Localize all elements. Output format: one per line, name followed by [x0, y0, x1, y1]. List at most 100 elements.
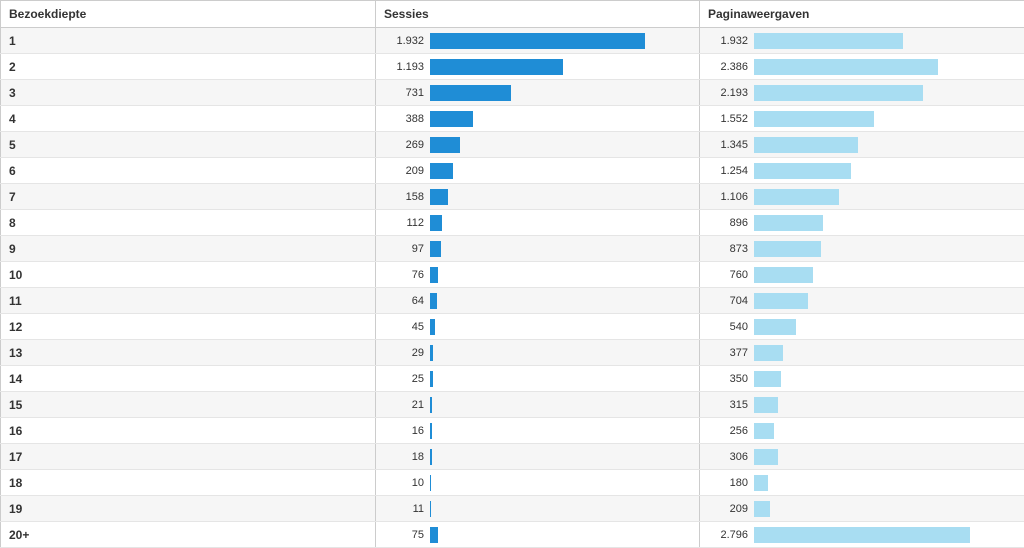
depth-label: 2 — [1, 60, 375, 74]
pageviews-bar — [754, 33, 903, 49]
sessions-bar-track — [430, 475, 699, 491]
sessions-value: 97 — [376, 243, 430, 255]
depth-label: 8 — [1, 216, 375, 230]
table-row: 8112896 — [1, 210, 1024, 236]
table-row: 11.9321.932 — [1, 28, 1024, 54]
sessions-bar — [430, 475, 431, 491]
table-row: 7158 1.106 — [1, 184, 1024, 210]
pageviews-bar — [754, 449, 778, 465]
pageviews-bar — [754, 423, 774, 439]
pageviews-bar — [754, 527, 970, 543]
table-row: 52691.345 — [1, 132, 1024, 158]
sessions-bar — [430, 423, 432, 439]
depth-label: 10 — [1, 268, 375, 282]
depth-label: 9 — [1, 242, 375, 256]
pageviews-bar-track — [754, 59, 1024, 75]
sessions-bar-track — [430, 319, 699, 335]
depth-label: 5 — [1, 138, 375, 152]
depth-label: 17 — [1, 450, 375, 464]
sessions-bar-track — [430, 215, 699, 231]
pageviews-value: 350 — [700, 373, 754, 385]
sessions-bar-track — [430, 345, 699, 361]
col-header-depth[interactable]: Bezoekdiepte — [1, 1, 376, 28]
pageviews-bar-track — [754, 319, 1024, 335]
pageviews-value: 1.106 — [700, 191, 754, 203]
table-row: 1329377 — [1, 340, 1024, 366]
pageviews-value: 1.552 — [700, 113, 754, 125]
sessions-value: 45 — [376, 321, 430, 333]
sessions-value: 112 — [376, 217, 430, 229]
pageviews-bar — [754, 501, 770, 517]
pageviews-value: 315 — [700, 399, 754, 411]
pageviews-bar-track — [754, 423, 1024, 439]
pageviews-bar — [754, 371, 781, 387]
sessions-bar — [430, 137, 460, 153]
sessions-bar-track — [430, 59, 699, 75]
sessions-bar-track — [430, 189, 699, 205]
pageviews-bar — [754, 319, 796, 335]
depth-label: 13 — [1, 346, 375, 360]
sessions-bar-track — [430, 501, 699, 517]
depth-label: 4 — [1, 112, 375, 126]
pageviews-bar-track — [754, 397, 1024, 413]
pageviews-bar-track — [754, 85, 1024, 101]
sessions-bar-track — [430, 527, 699, 543]
depth-label: 15 — [1, 398, 375, 412]
sessions-bar-track — [430, 33, 699, 49]
sessions-bar-track — [430, 137, 699, 153]
pageviews-bar — [754, 111, 874, 127]
sessions-value: 18 — [376, 451, 430, 463]
table-row: 20+75 2.796 — [1, 522, 1024, 548]
sessions-value: 76 — [376, 269, 430, 281]
pageviews-bar-track — [754, 33, 1024, 49]
pageviews-value: 256 — [700, 425, 754, 437]
sessions-value: 1.193 — [376, 61, 430, 73]
pageviews-bar — [754, 397, 778, 413]
pageviews-value: 1.932 — [700, 35, 754, 47]
pageviews-bar — [754, 241, 821, 257]
sessions-bar-track — [430, 163, 699, 179]
pageviews-value: 2.193 — [700, 87, 754, 99]
col-header-sessions[interactable]: Sessies — [376, 1, 700, 28]
sessions-value: 388 — [376, 113, 430, 125]
sessions-bar — [430, 59, 563, 75]
table-row: 4388 1.552 — [1, 106, 1024, 132]
sessions-value: 158 — [376, 191, 430, 203]
table-row: 1245540 — [1, 314, 1024, 340]
pageviews-value: 873 — [700, 243, 754, 255]
depth-label: 3 — [1, 86, 375, 100]
table-row: 1076760 — [1, 262, 1024, 288]
table-row: 1521315 — [1, 392, 1024, 418]
col-header-pageviews[interactable]: Paginaweergaven — [700, 1, 1024, 28]
sessions-value: 209 — [376, 165, 430, 177]
table-row: 1911209 — [1, 496, 1024, 522]
sessions-value: 269 — [376, 139, 430, 151]
sessions-bar-track — [430, 423, 699, 439]
pageviews-value: 2.796 — [700, 529, 754, 541]
sessions-bar-track — [430, 241, 699, 257]
sessions-bar — [430, 111, 473, 127]
sessions-bar-track — [430, 85, 699, 101]
sessions-value: 10 — [376, 477, 430, 489]
pageviews-value: 209 — [700, 503, 754, 515]
depth-label: 7 — [1, 190, 375, 204]
pageviews-bar-track — [754, 137, 1024, 153]
pageviews-bar-track — [754, 215, 1024, 231]
pageviews-bar — [754, 345, 783, 361]
table-row: 21.1932.386 — [1, 54, 1024, 80]
sessions-value: 75 — [376, 529, 430, 541]
depth-label: 20+ — [1, 528, 375, 542]
pageviews-bar — [754, 137, 858, 153]
pageviews-bar-track — [754, 293, 1024, 309]
pageviews-value: 704 — [700, 295, 754, 307]
pageviews-bar — [754, 475, 768, 491]
sessions-bar-track — [430, 371, 699, 387]
depth-label: 6 — [1, 164, 375, 178]
sessions-bar — [430, 397, 432, 413]
sessions-value: 29 — [376, 347, 430, 359]
sessions-bar — [430, 241, 441, 257]
pageviews-bar-track — [754, 163, 1024, 179]
sessions-value: 11 — [376, 503, 430, 515]
pageviews-bar-track — [754, 241, 1024, 257]
sessions-value: 731 — [376, 87, 430, 99]
